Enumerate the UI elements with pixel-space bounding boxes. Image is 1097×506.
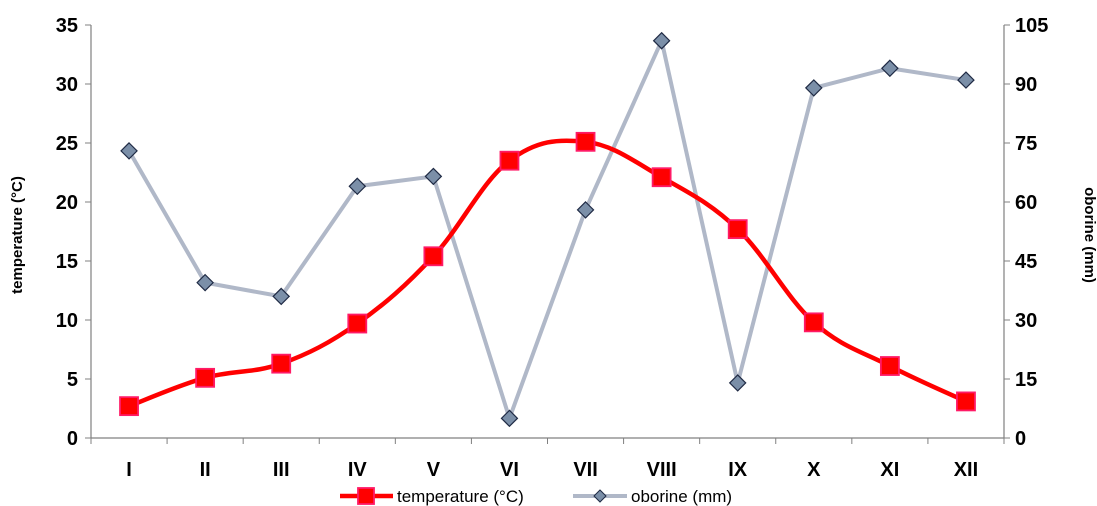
temperature-point [727, 219, 748, 240]
x-tick-label: II [200, 459, 211, 481]
y-tick-label-left: 5 [67, 369, 78, 391]
y-tick-label-right: 90 [1015, 74, 1037, 96]
oborine-point [196, 273, 214, 292]
temperature-point [347, 313, 368, 334]
temperature-point [956, 391, 976, 412]
temperature-point [575, 131, 596, 152]
x-tick-label: VIII [647, 459, 677, 481]
oborine-point [424, 167, 443, 186]
temperature-point [195, 367, 216, 388]
y-tick-label-right: 45 [1015, 251, 1037, 273]
oborine-point [120, 142, 138, 160]
x-tick-label: XI [880, 459, 899, 481]
y-tick-label-right: 30 [1015, 310, 1037, 332]
legend-temperature-swatch-marker [357, 487, 375, 505]
legend-oborine-swatch-marker [593, 489, 607, 503]
legend: temperature (°C) oborine (mm) [340, 487, 732, 506]
oborine-point [272, 287, 291, 306]
oborine-point [500, 409, 519, 428]
y-tick-label-right: 15 [1015, 369, 1037, 391]
y-tick-label-right: 60 [1015, 192, 1037, 214]
x-tick-label: VI [500, 459, 519, 481]
oborine-point [576, 201, 595, 219]
y-tick-label-left: 30 [56, 74, 78, 96]
legend-temperature-label: temperature (°C) [397, 487, 524, 506]
y-tick-label-right: 0 [1015, 428, 1026, 450]
temperature-point [119, 396, 139, 417]
x-tick-label: III [273, 459, 290, 481]
oborine-line [127, 38, 967, 421]
x-tick-label: VII [573, 459, 597, 481]
oborine-point [348, 177, 367, 196]
y-tick-label-left: 0 [67, 428, 78, 450]
y-tick-label-left: 35 [56, 15, 78, 37]
y-axis-title-right: oborine (mm) [1081, 187, 1097, 283]
temperature-point [499, 150, 520, 171]
temperature-point [271, 353, 292, 374]
y-tick-label-left: 15 [56, 251, 78, 273]
y-tick-label-right: 105 [1015, 15, 1048, 37]
temperature-point [651, 167, 672, 188]
temperature-point [423, 246, 444, 267]
y-axis-title-left: temperature (°C) [9, 176, 26, 294]
oborine-point [652, 31, 671, 50]
temperature-point [879, 356, 900, 376]
y-tick-label-left: 25 [56, 133, 78, 155]
x-tick-label: XII [954, 459, 978, 481]
oborine-point [881, 59, 899, 78]
temperature-point [803, 312, 824, 333]
oborine-point [728, 374, 747, 392]
y-tick-label-left: 20 [56, 192, 78, 214]
x-tick-label: IV [348, 459, 368, 481]
y-tick-label-left: 10 [56, 310, 78, 332]
legend-oborine-label: oborine (mm) [631, 487, 732, 506]
series-layer [119, 31, 976, 428]
x-tick-label: IX [728, 459, 748, 481]
temperature-line [128, 138, 967, 409]
x-tick-label: X [807, 459, 821, 481]
x-tick-label: I [126, 459, 132, 481]
oborine-point [804, 79, 823, 97]
oborine-point [957, 71, 975, 89]
x-tick-label: V [427, 459, 441, 481]
y-tick-label-right: 75 [1015, 133, 1037, 155]
